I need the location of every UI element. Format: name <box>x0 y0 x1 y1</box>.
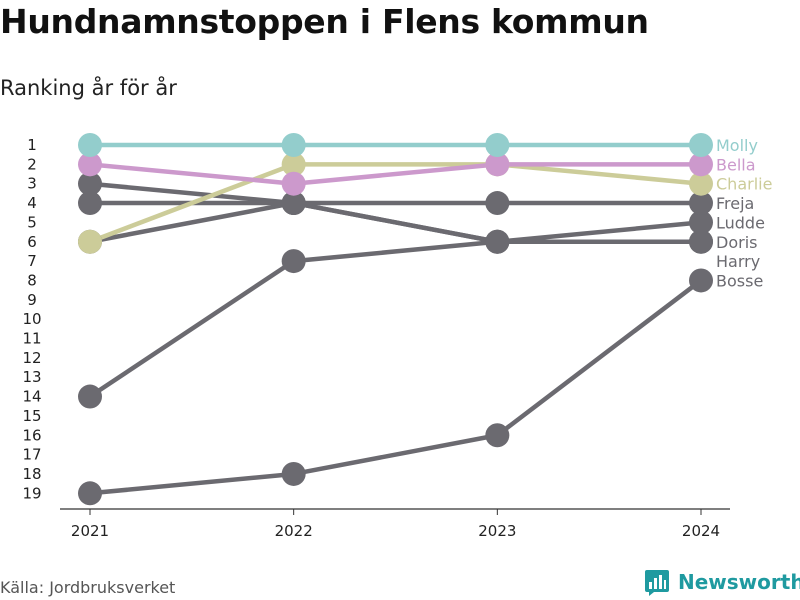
x-tick-label: 2024 <box>682 522 720 540</box>
x-tick-label: 2023 <box>478 522 516 540</box>
y-tick-label: 13 <box>22 368 41 386</box>
series-label-molly: Molly <box>716 136 758 155</box>
series-line-bosse <box>87 278 704 496</box>
series-label-bosse: Bosse <box>716 271 763 290</box>
data-point-ludde <box>485 229 510 254</box>
y-tick-label: 12 <box>22 349 41 367</box>
bump-chart: 2021 2022 2023 2024123456789101112131415161… <box>22 133 772 540</box>
data-point-bosse <box>281 461 306 486</box>
y-tick-label: 1 <box>27 136 37 154</box>
data-point-freja <box>78 191 102 216</box>
data-point-harry <box>281 249 306 274</box>
brand-logo: Newsworthy <box>644 568 800 596</box>
y-tick-label: 17 <box>22 446 41 464</box>
data-point-molly <box>78 133 102 157</box>
data-point-charlie <box>281 152 306 177</box>
y-tick-label: 18 <box>22 465 41 483</box>
source-note: Källa: Jordbruksverket <box>0 578 176 597</box>
y-tick-label: 16 <box>22 426 41 444</box>
data-point-bosse <box>78 481 102 506</box>
data-point-freja <box>281 191 306 216</box>
y-tick-label: 6 <box>27 233 37 251</box>
data-point-molly <box>485 133 510 157</box>
data-point-charlie <box>78 229 102 254</box>
data-point-freja <box>485 191 510 216</box>
series-label-bella: Bella <box>716 155 756 174</box>
series-label-freja: Freja <box>716 194 754 213</box>
series-label-harry: Harry <box>716 252 760 271</box>
data-point-bosse <box>689 268 713 293</box>
data-point-ludde <box>689 210 713 235</box>
chart-subtitle: Ranking år för år <box>0 76 177 100</box>
data-point-molly <box>689 133 713 157</box>
y-tick-label: 2 <box>27 155 37 173</box>
series-label-ludde: Ludde <box>716 213 765 232</box>
y-tick-label: 5 <box>27 213 37 231</box>
y-tick-label: 4 <box>27 194 37 212</box>
data-point-bosse <box>485 423 510 448</box>
data-point-bella <box>689 152 713 177</box>
y-tick-label: 3 <box>27 175 37 193</box>
series-end-labels: MollyBellaCharlieFrejaLuddeDorisHarryBos… <box>716 136 772 290</box>
y-tick-label: 14 <box>22 388 41 406</box>
data-point-doris <box>689 229 713 254</box>
y-tick-label: 19 <box>22 484 41 502</box>
x-tick-label: 2021 <box>71 522 109 540</box>
data-point-doris <box>78 171 102 196</box>
axis-layer: 2021 2022 2023 2024123456789101112131415161… <box>22 136 730 540</box>
y-tick-label: 15 <box>22 407 41 425</box>
series-line-charlie <box>87 162 704 244</box>
y-tick-label: 9 <box>27 291 37 309</box>
data-point-harry <box>78 384 102 409</box>
y-tick-label: 8 <box>27 271 37 289</box>
series-label-doris: Doris <box>716 233 757 252</box>
series-line-ludde <box>87 200 704 244</box>
data-point-charlie <box>689 171 713 196</box>
series-lines <box>87 142 704 496</box>
data-point-molly <box>281 133 306 157</box>
data-point-bella <box>78 152 102 177</box>
y-tick-label: 7 <box>27 252 37 270</box>
brand-name: Newsworthy <box>678 570 800 594</box>
x-tick-label: 2022 <box>275 522 313 540</box>
series-label-charlie: Charlie <box>716 175 772 194</box>
series-points <box>78 133 713 506</box>
y-tick-label: 11 <box>22 330 41 348</box>
series-line-harry <box>87 239 704 399</box>
data-point-freja <box>689 191 713 216</box>
data-point-bella <box>281 171 306 196</box>
series-line-bella <box>87 162 704 186</box>
y-tick-label: 10 <box>22 310 41 328</box>
newsworthy-logo-icon <box>645 570 669 596</box>
chart-title: Hundnamnstoppen i Flens kommun <box>0 2 649 41</box>
data-point-bella <box>485 152 510 177</box>
